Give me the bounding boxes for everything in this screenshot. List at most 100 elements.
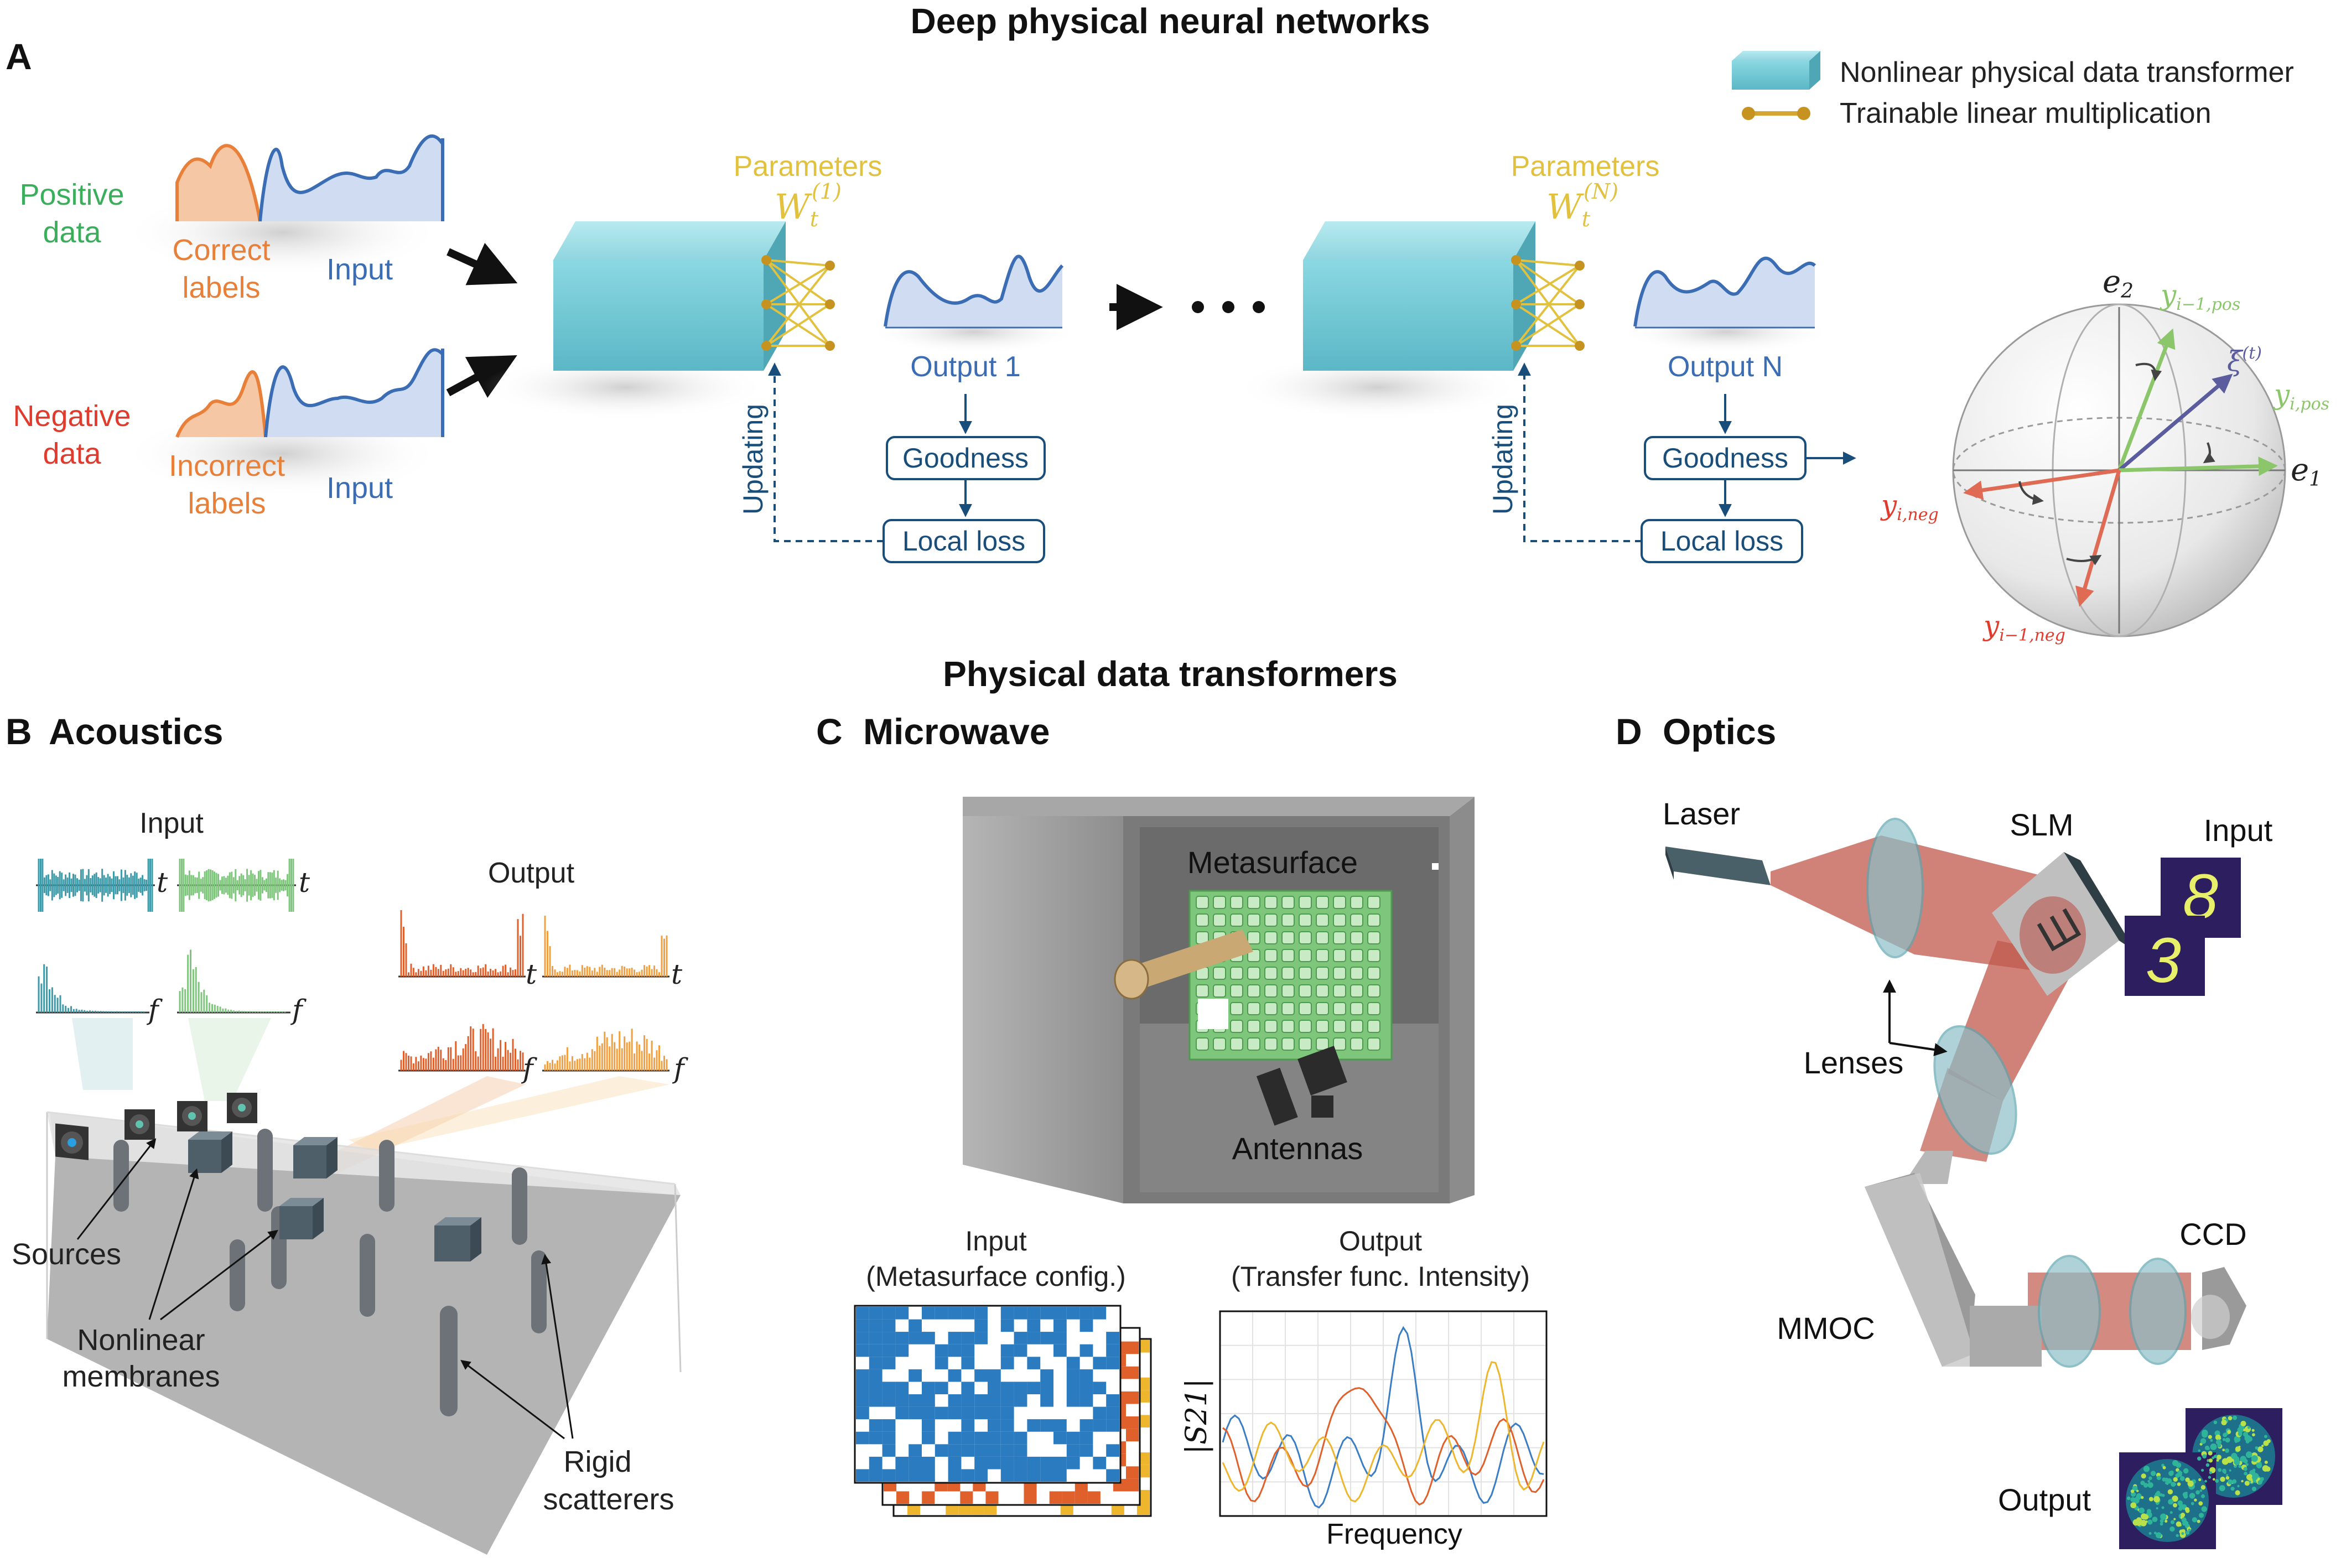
acoustic-f-label-4: f bbox=[672, 1052, 688, 1084]
legend-linear-swatch bbox=[1742, 107, 1810, 120]
legend-transformer-swatch bbox=[1732, 51, 1820, 90]
lenses-label: Lenses bbox=[1804, 1045, 1904, 1080]
goodness-box-n bbox=[1644, 436, 1807, 480]
waveguide-probe bbox=[1114, 930, 1253, 1000]
negative-data-signal bbox=[122, 348, 444, 498]
weight-symbol-1: Wt(1) bbox=[775, 179, 842, 231]
weight-symbol-n: Wt(N) bbox=[1546, 179, 1618, 231]
acoustic-t-label-2: t bbox=[299, 866, 310, 899]
acoustic-t-label-3: t bbox=[526, 958, 537, 990]
acoustic-output-time-red bbox=[398, 910, 526, 978]
panel-b-title: Acoustics bbox=[49, 711, 223, 752]
sphere-e2-label: e2 bbox=[2103, 264, 2134, 303]
acoustic-f-label-2: f bbox=[290, 994, 307, 1026]
metasurface bbox=[1188, 890, 1393, 1061]
antennas-label: Antennas bbox=[1232, 1131, 1363, 1166]
acoustic-output-time-orange bbox=[542, 916, 669, 978]
optical-setup: Ш bbox=[1665, 818, 2246, 1368]
correct-labels-text: Correct labels bbox=[172, 233, 270, 304]
output-n-label: Output N bbox=[1668, 351, 1783, 383]
s21-plot bbox=[1219, 1310, 1548, 1517]
sphere-y-neg-label: yi,neg bbox=[1880, 489, 1939, 525]
acoustic-input-label: Input bbox=[139, 807, 204, 839]
acoustic-input-time-green bbox=[177, 859, 296, 912]
legend-linear-label: Trainable linear multiplication bbox=[1840, 97, 2212, 129]
legend: Nonlinear physical data transformer Trai… bbox=[1732, 51, 2294, 129]
positive-data-signal bbox=[122, 134, 444, 277]
lens-pointers bbox=[1883, 979, 1948, 1057]
transformer-block-1 bbox=[481, 221, 786, 420]
acoustic-input-freq-green bbox=[177, 949, 290, 1014]
sources-label: Sources bbox=[12, 1238, 121, 1271]
scatterers-label: Rigid scatterers bbox=[543, 1445, 674, 1516]
transformer-block-n bbox=[1234, 221, 1535, 420]
acoustic-t-label-4: t bbox=[671, 958, 683, 990]
slm-label: SLM bbox=[2010, 807, 2073, 842]
incorrect-labels-text: Incorrect labels bbox=[169, 449, 285, 520]
goodness-sphere bbox=[1952, 303, 2286, 637]
nonlinear-membranes bbox=[188, 1131, 481, 1261]
acoustic-input-freq-blue bbox=[36, 964, 149, 1014]
negative-input-text: Input bbox=[326, 471, 393, 505]
panel-c-letter: C bbox=[816, 711, 843, 752]
positive-data-label: Positive data bbox=[19, 178, 124, 249]
rigid-scatterers bbox=[113, 1129, 547, 1416]
sphere-y-prev-pos-label: yi−1,pos bbox=[2160, 279, 2240, 314]
parameters-label-1: Parameters bbox=[734, 150, 883, 183]
linear-weights-1 bbox=[761, 255, 835, 351]
membranes-pointer-2 bbox=[160, 1229, 278, 1321]
scatterers-pointer-1 bbox=[460, 1359, 565, 1440]
cone-green bbox=[188, 1018, 271, 1101]
updating-label-1: Updating bbox=[738, 404, 769, 515]
acoustic-f-label-3: f bbox=[521, 1052, 537, 1084]
linear-weights-n bbox=[1511, 255, 1585, 351]
goodness-label-1: Goodness bbox=[902, 443, 1029, 474]
updating-path-1 bbox=[768, 362, 884, 542]
subtitle-physical-transformers: Physical data transformers bbox=[943, 654, 1398, 694]
panel-a-letter: A bbox=[6, 36, 32, 77]
config-grid-front bbox=[854, 1305, 1122, 1484]
optics-input-label: Input bbox=[2204, 813, 2273, 848]
legend-transformer-label: Nonlinear physical data transformer bbox=[1840, 56, 2294, 89]
negative-data-label: Negative data bbox=[13, 399, 131, 470]
panel-c-title: Microwave bbox=[863, 711, 1050, 752]
sources-pointer bbox=[76, 1138, 157, 1240]
output-n-signal bbox=[1621, 256, 1831, 354]
microwave-input-label: Input (Metasurface config.) bbox=[866, 1226, 1126, 1292]
metasurface-label: Metasurface bbox=[1187, 845, 1358, 880]
s21-ylabel: |S21| bbox=[1180, 1379, 1213, 1455]
antennas bbox=[1256, 1046, 1347, 1126]
sphere-y-prev-neg-label: yi−1,neg bbox=[1982, 610, 2065, 645]
optics-output-label: Output bbox=[1998, 1482, 2091, 1517]
acoustic-output-freq-red bbox=[398, 1024, 526, 1072]
sphere-e1-label: e1 bbox=[2291, 452, 2322, 491]
output-1-signal bbox=[869, 255, 1079, 354]
acoustic-output-label: Output bbox=[488, 857, 575, 889]
laser-label: Laser bbox=[1663, 796, 1740, 831]
sphere-xi-label: ξ(t) bbox=[2227, 344, 2262, 377]
membranes-pointer-1 bbox=[148, 1168, 199, 1320]
s21-xlabel: Frequency bbox=[1326, 1518, 1462, 1550]
ellipsis-dots bbox=[1192, 301, 1265, 313]
vec-xi bbox=[2117, 373, 2233, 472]
local-loss-label-1: Local loss bbox=[902, 526, 1025, 557]
parameters-label-n: Parameters bbox=[1511, 150, 1660, 183]
panel-b-letter: B bbox=[6, 711, 32, 752]
vec-y-prev-neg bbox=[2075, 470, 2121, 607]
panel-d-letter: D bbox=[1616, 711, 1642, 752]
mnist-digit-image-3: 3 bbox=[2125, 916, 2205, 996]
acoustic-f-label-1: f bbox=[146, 994, 163, 1026]
cone-orange bbox=[349, 1076, 669, 1151]
microwave-output-label: Output (Transfer func. Intensity) bbox=[1231, 1226, 1530, 1292]
vec-y-prev-pos bbox=[2117, 328, 2176, 471]
local-loss-label-n: Local loss bbox=[1660, 526, 1783, 557]
svg-text:3: 3 bbox=[2146, 925, 2181, 996]
membranes-label: Nonlinear membranes bbox=[62, 1323, 220, 1393]
output-1-label: Output 1 bbox=[910, 351, 1020, 383]
sphere-y-pos-label: yi,pos bbox=[2273, 378, 2329, 414]
scatterers-pointer-2 bbox=[541, 1254, 574, 1439]
vec-y-neg bbox=[1963, 468, 2120, 500]
updating-label-n: Updating bbox=[1487, 404, 1518, 515]
arrow-positive-in bbox=[447, 242, 518, 285]
